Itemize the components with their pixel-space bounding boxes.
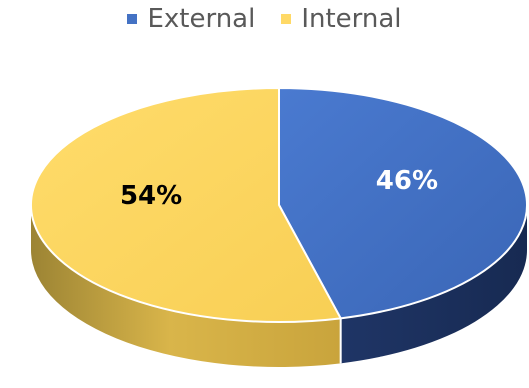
- legend-label-internal: Internal: [301, 4, 402, 34]
- slice-side-external: [340, 205, 527, 364]
- slice-external: [278, 87, 528, 320]
- slice-internal: [30, 87, 342, 323]
- legend-item-internal: Internal: [281, 4, 402, 34]
- legend-item-external: External: [127, 4, 255, 34]
- data-label-external: 46%: [376, 166, 438, 196]
- legend-swatch-external: [127, 14, 138, 24]
- legend-swatch-internal: [281, 14, 292, 24]
- slice-side-internal: [31, 205, 341, 367]
- legend-label-external: External: [147, 4, 256, 34]
- legend: External Internal: [0, 4, 529, 34]
- data-label-internal: 54%: [120, 181, 182, 211]
